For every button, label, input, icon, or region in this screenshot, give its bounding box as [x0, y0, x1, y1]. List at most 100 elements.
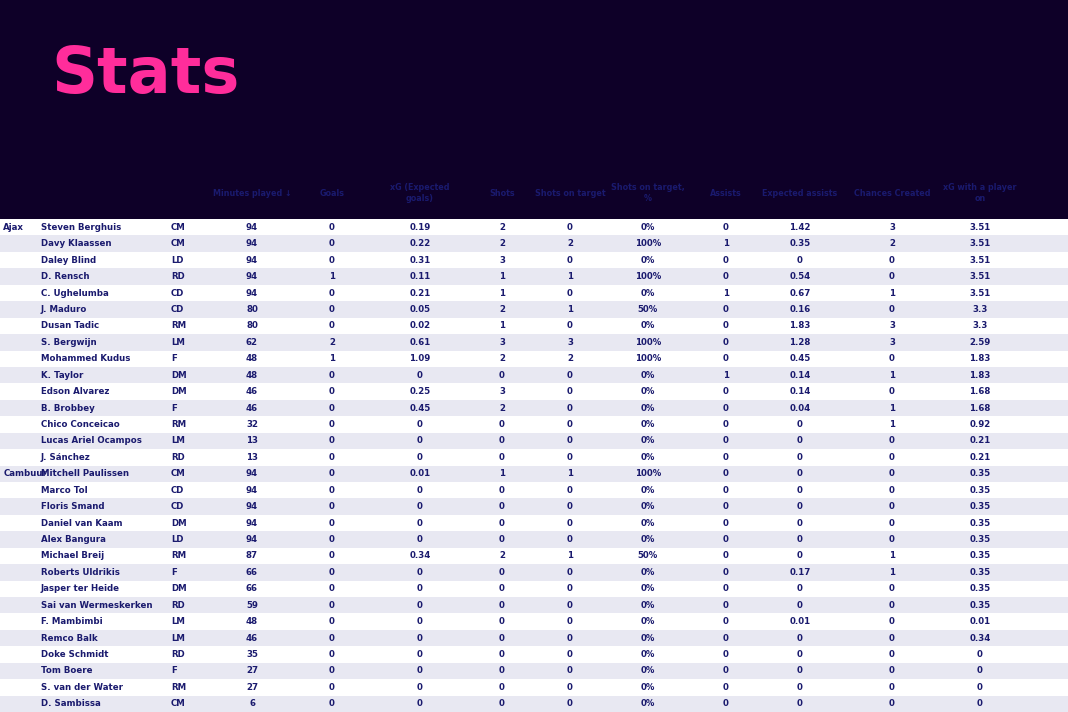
- Text: 0%: 0%: [641, 568, 655, 577]
- Bar: [0, 449, 1068, 466]
- Text: 0: 0: [977, 699, 983, 708]
- Text: Sai van Wermeskerken: Sai van Wermeskerken: [41, 601, 152, 609]
- Text: 0: 0: [329, 223, 335, 232]
- Text: Assists: Assists: [710, 189, 742, 198]
- Text: 0: 0: [567, 321, 572, 330]
- Text: 0: 0: [499, 453, 505, 462]
- Text: 0.35: 0.35: [970, 568, 990, 577]
- Text: Roberts Uldrikis: Roberts Uldrikis: [41, 568, 120, 577]
- Text: RD: RD: [171, 272, 185, 281]
- Text: CD: CD: [171, 288, 185, 298]
- Text: 2: 2: [567, 355, 574, 363]
- Text: 0: 0: [889, 699, 895, 708]
- Text: 80: 80: [246, 305, 258, 314]
- Text: 0: 0: [329, 371, 335, 379]
- Text: 1: 1: [889, 404, 895, 412]
- Text: 0: 0: [797, 502, 803, 511]
- Text: 0: 0: [329, 420, 335, 429]
- Text: CD: CD: [171, 486, 185, 495]
- Text: 0: 0: [418, 699, 423, 708]
- Text: 0: 0: [329, 239, 335, 248]
- Text: 0%: 0%: [641, 256, 655, 265]
- Text: 0: 0: [329, 256, 335, 265]
- Text: 1: 1: [889, 568, 895, 577]
- Text: 1: 1: [889, 551, 895, 560]
- Text: 0: 0: [329, 321, 335, 330]
- Text: 0: 0: [797, 256, 803, 265]
- Text: 0.31: 0.31: [409, 256, 430, 265]
- Text: 3.51: 3.51: [970, 288, 991, 298]
- Text: 94: 94: [246, 486, 258, 495]
- Text: 48: 48: [246, 371, 258, 379]
- Text: 0: 0: [889, 355, 895, 363]
- Text: D. Rensch: D. Rensch: [41, 272, 89, 281]
- Text: LM: LM: [171, 337, 185, 347]
- Text: 94: 94: [246, 272, 258, 281]
- Text: 0: 0: [723, 535, 729, 544]
- Text: Michael Breij: Michael Breij: [41, 551, 104, 560]
- Text: 0: 0: [723, 650, 729, 659]
- Text: 0: 0: [329, 634, 335, 642]
- Text: 3: 3: [889, 321, 895, 330]
- Text: 3: 3: [499, 256, 505, 265]
- Text: 0: 0: [567, 585, 572, 593]
- Bar: [0, 548, 1068, 564]
- Text: 1.83: 1.83: [970, 371, 991, 379]
- Text: 0.21: 0.21: [970, 436, 991, 446]
- Text: 100%: 100%: [634, 239, 661, 248]
- Text: 0%: 0%: [641, 223, 655, 232]
- Text: 0.11: 0.11: [409, 272, 430, 281]
- Text: 0: 0: [418, 617, 423, 626]
- Text: 80: 80: [246, 321, 258, 330]
- Text: 94: 94: [246, 239, 258, 248]
- Text: 0: 0: [723, 551, 729, 560]
- Text: 0.35: 0.35: [970, 551, 990, 560]
- Text: 0: 0: [723, 436, 729, 446]
- Text: 66: 66: [246, 568, 258, 577]
- Text: 0%: 0%: [641, 650, 655, 659]
- Text: 0: 0: [329, 535, 335, 544]
- Text: 0%: 0%: [641, 535, 655, 544]
- Text: 0: 0: [499, 617, 505, 626]
- Text: RM: RM: [171, 321, 186, 330]
- Text: 0: 0: [567, 371, 572, 379]
- Text: 0: 0: [797, 585, 803, 593]
- Text: 0: 0: [567, 256, 572, 265]
- Bar: [0, 498, 1068, 515]
- Text: 0: 0: [723, 502, 729, 511]
- Text: 0%: 0%: [641, 371, 655, 379]
- Text: 0: 0: [418, 601, 423, 609]
- Text: 2: 2: [329, 337, 335, 347]
- Text: Stats: Stats: [51, 44, 239, 106]
- Text: 0.22: 0.22: [409, 239, 430, 248]
- Text: 0%: 0%: [641, 683, 655, 692]
- Text: 1: 1: [499, 288, 505, 298]
- Text: 0: 0: [723, 387, 729, 396]
- Text: 0.35: 0.35: [970, 502, 990, 511]
- Text: RD: RD: [171, 601, 185, 609]
- Text: 1.83: 1.83: [789, 321, 811, 330]
- Text: 3.51: 3.51: [970, 223, 991, 232]
- Text: C. Ughelumba: C. Ughelumba: [41, 288, 108, 298]
- Text: 0: 0: [889, 518, 895, 528]
- Text: 0: 0: [723, 355, 729, 363]
- Text: RM: RM: [171, 551, 186, 560]
- Text: 3.3: 3.3: [972, 305, 988, 314]
- Text: 0: 0: [329, 288, 335, 298]
- Text: 0%: 0%: [641, 518, 655, 528]
- Text: 0: 0: [977, 683, 983, 692]
- Text: 0: 0: [797, 518, 803, 528]
- Text: xG with a player
on: xG with a player on: [943, 184, 1017, 203]
- Text: CM: CM: [171, 239, 186, 248]
- Text: DM: DM: [171, 585, 187, 593]
- Text: 0: 0: [723, 699, 729, 708]
- Text: LM: LM: [171, 617, 185, 626]
- Text: 0: 0: [567, 518, 572, 528]
- Text: 0: 0: [889, 666, 895, 676]
- Text: 0: 0: [797, 601, 803, 609]
- Text: 0%: 0%: [641, 601, 655, 609]
- Text: 0: 0: [889, 683, 895, 692]
- Text: 3: 3: [889, 223, 895, 232]
- Text: 0: 0: [418, 535, 423, 544]
- Text: 0: 0: [499, 502, 505, 511]
